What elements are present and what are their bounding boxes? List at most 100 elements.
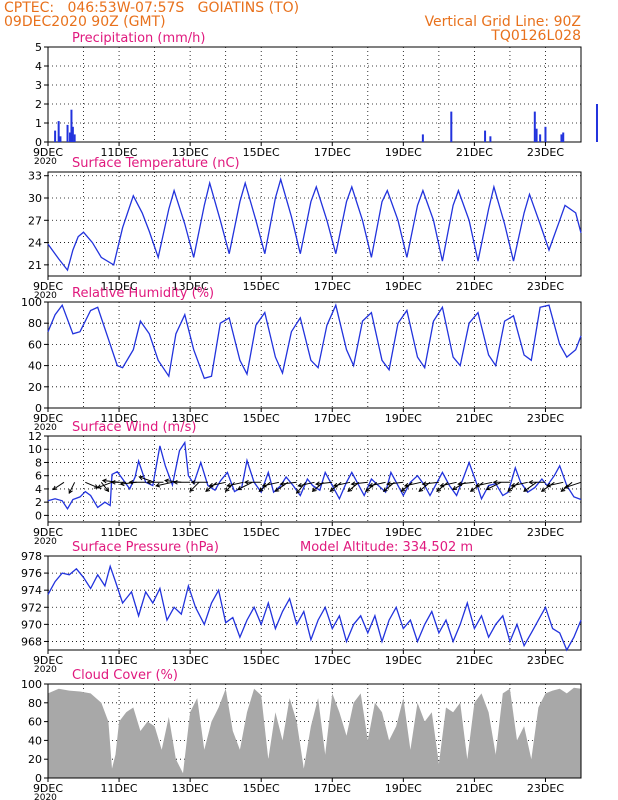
wind-arrow-head (400, 487, 406, 492)
y-tick-label: 20 (28, 753, 42, 766)
x-tick-label: 23DEC (527, 280, 564, 293)
wind-arrow (422, 481, 439, 485)
x-tick-label: 17DEC (314, 280, 351, 293)
wind-arrow-head (563, 484, 569, 489)
wind-arrow (387, 481, 404, 485)
x-tick-label: 19DEC (385, 146, 422, 159)
wind-arrow (541, 481, 555, 492)
precip-bar (57, 121, 60, 142)
x-tick-label: 23DEC (527, 146, 564, 159)
y-tick-label: 6 (35, 470, 42, 483)
x-tick-label: 19DEC (385, 654, 422, 667)
wind-arrow-head (52, 485, 58, 491)
x-tick-label: 17DEC (314, 654, 351, 667)
y-tick-label: 4 (35, 60, 42, 73)
precip-bar (66, 124, 69, 142)
wind-arrow (227, 481, 244, 487)
y-tick-label: 970 (21, 618, 42, 631)
y-tick-label: 80 (28, 317, 42, 330)
y-tick-label: 30 (28, 192, 42, 205)
x-subtick-label: 2020 (34, 157, 57, 167)
wind-arrow (262, 481, 280, 487)
x-tick-label: 13DEC (172, 146, 209, 159)
x-tick-label: 11DEC (101, 146, 138, 159)
y-tick-label: 60 (28, 716, 42, 729)
x-tick-label: 19DEC (385, 412, 422, 425)
chart-title: Surface Wind (m/s) (72, 420, 196, 435)
x-tick-label: 21DEC (456, 782, 493, 795)
y-tick-label: 976 (21, 567, 42, 580)
wind-arrow-head (172, 479, 178, 485)
chart-panel-4: 9DEC 11DEC 13DEC 15DEC 17DEC 19DEC 21DEC 23DEC 2… (21, 540, 582, 675)
x-tick-label: 13DEC (172, 412, 209, 425)
wind-arrow-head (540, 487, 546, 492)
y-tick-label: 1 (35, 117, 42, 130)
precip-bar (539, 134, 542, 142)
y-tick-label: 0 (35, 402, 42, 415)
y-tick-label: 10 (28, 443, 42, 456)
wind-arrow-head (279, 481, 285, 487)
x-subtick-label: 2020 (34, 665, 57, 675)
wind-arrow-head (311, 487, 317, 492)
x-subtick-label: 2020 (34, 423, 57, 433)
wind-arrow-head (386, 481, 392, 487)
x-tick-label: 13DEC (172, 654, 209, 667)
plot-frame (47, 46, 582, 143)
x-tick-label: 19DEC (385, 526, 422, 539)
precip-bar (489, 136, 492, 142)
wind-arrow (486, 481, 502, 490)
wind-arrow-head (190, 479, 196, 485)
precip-bar (54, 130, 57, 142)
x-tick-label: 11DEC (101, 526, 138, 539)
wind-arrow-head (258, 487, 264, 492)
x-tick-label: 17DEC (314, 526, 351, 539)
wind-arrow-head (403, 482, 409, 488)
wind-arrow-head (315, 481, 320, 487)
series-line (47, 440, 582, 511)
y-tick-label: 0 (35, 772, 42, 785)
precip-bar (59, 136, 62, 142)
wind-arrow (523, 481, 537, 492)
wind-arrow-head (297, 482, 303, 488)
precip-bar (560, 134, 563, 142)
wind-arrow-head (128, 479, 134, 485)
chart-panel-0: 9DEC 11DEC 13DEC 15DEC 17DEC 19DEC 21DEC 23DEC 2… (33, 31, 598, 167)
y-tick-label: 8 (35, 456, 42, 469)
x-tick-label: 15DEC (243, 146, 280, 159)
x-subtick-label: 2020 (34, 793, 57, 800)
wind-arrow-head (528, 479, 534, 485)
wind-arrow-head (469, 487, 475, 492)
y-tick-label: 4 (35, 483, 42, 496)
wind-arrow (100, 481, 109, 492)
wind-arrow-head (68, 489, 73, 495)
plot-frame (47, 171, 582, 277)
y-tick-label: 2 (35, 496, 42, 509)
header-grid-line: Vertical Grid Line: 90Z (424, 14, 581, 30)
x-tick-label: 23DEC (527, 782, 564, 795)
chart-panel-3: 9DEC 11DEC 13DEC 15DEC 17DEC 19DEC 21DEC 23DEC 2… (28, 420, 582, 547)
precip-bar (450, 111, 453, 142)
wind-arrow (68, 482, 76, 494)
wind-arrow (351, 481, 368, 485)
wind-arrow-head (436, 487, 441, 492)
wind-arrow-head (164, 478, 169, 484)
wind-arrow-head (101, 478, 107, 484)
x-subtick-label: 2020 (34, 537, 57, 547)
wind-arrow (237, 481, 253, 490)
wind-arrow-head (421, 481, 427, 487)
x-tick-label: 21DEC (456, 526, 493, 539)
series-line (47, 177, 582, 272)
wind-arrow-head (224, 487, 230, 493)
chart-title: Relative Humidity (%) (72, 286, 214, 301)
wind-arrow (85, 481, 99, 489)
y-tick-label: 100 (21, 678, 42, 691)
x-tick-label: 19DEC (385, 782, 422, 795)
wind-arrow-head (452, 485, 457, 491)
wind-arrow-head (205, 487, 211, 492)
x-tick-label: 15DEC (243, 654, 280, 667)
y-tick-label: 60 (28, 338, 42, 351)
wind-arrow-head (96, 484, 102, 489)
wind-arrow-head (104, 487, 110, 493)
wind-arrow-head (485, 485, 491, 491)
wind-arrow-head (474, 482, 480, 488)
